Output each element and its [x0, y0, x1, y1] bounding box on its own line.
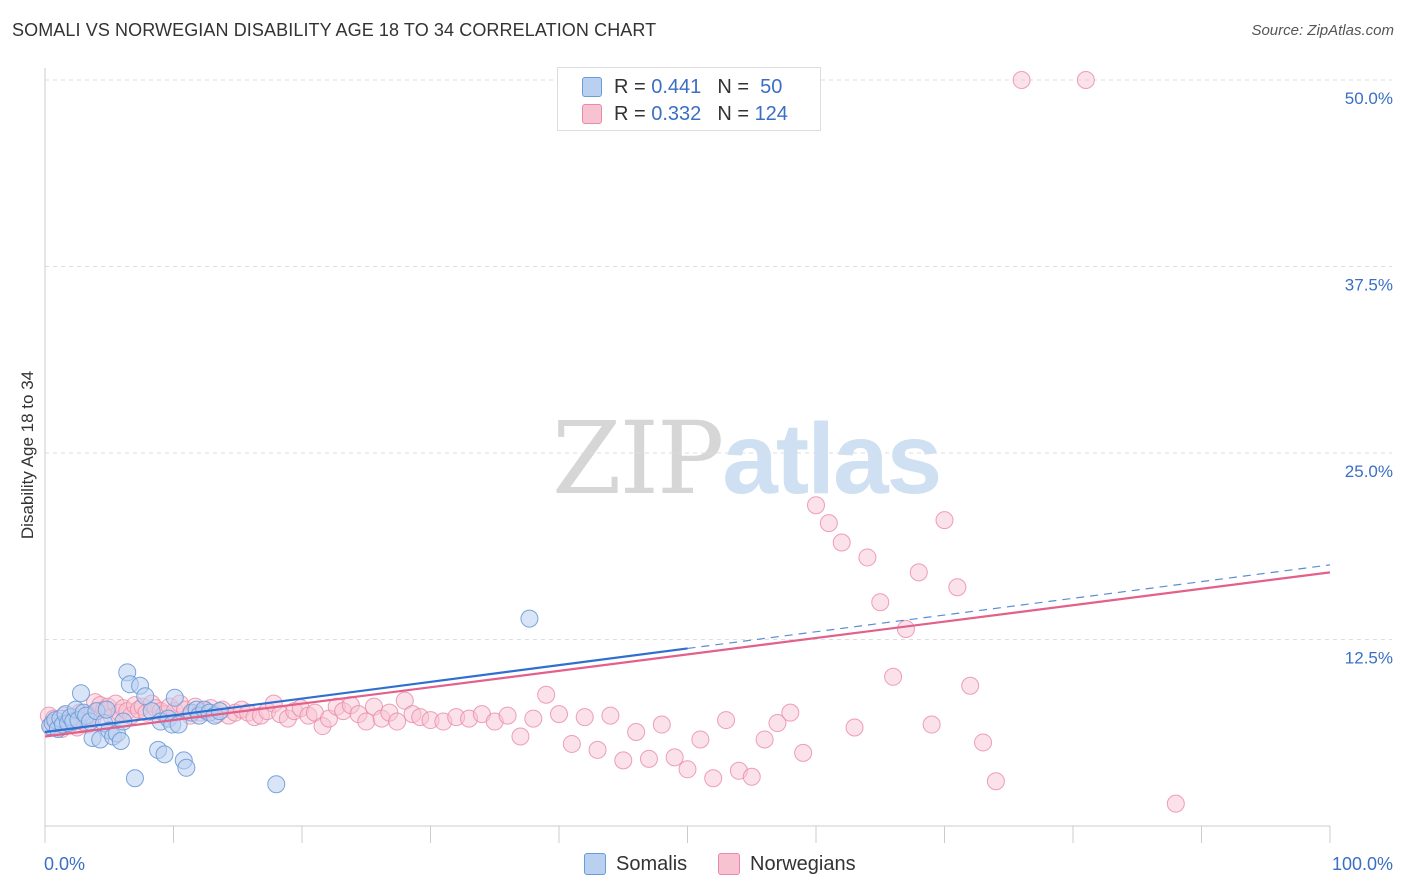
y-tick-label: 12.5%	[1345, 649, 1393, 668]
norwegians-point	[678, 760, 697, 779]
norwegians-point	[652, 715, 671, 734]
grid-layer	[45, 79, 1392, 640]
y-tick-label: 25.0%	[1345, 462, 1393, 481]
somalis-point	[136, 687, 155, 706]
norwegians-point	[562, 734, 581, 753]
x-tick-label-min: 0.0%	[44, 854, 85, 874]
norwegians-point	[357, 712, 376, 731]
x-tick-label-max: 100.0%	[1332, 854, 1393, 874]
norwegians-point	[511, 727, 530, 746]
norwegians-trendline	[44, 571, 1331, 738]
norwegians-r-label: R =	[614, 102, 646, 125]
somalis-point	[111, 731, 130, 750]
norwegians-point	[395, 691, 414, 710]
somalis-point	[267, 775, 286, 794]
norwegians-point	[704, 769, 723, 788]
somalis-trendline	[44, 647, 688, 734]
somalis-r-label: R =	[614, 75, 646, 98]
norwegians-point	[794, 743, 813, 762]
somalis-swatch	[582, 77, 602, 97]
bottom-somalis-label: Somalis	[616, 852, 688, 875]
chart-title: SOMALI VS NORWEGIAN DISABILITY AGE 18 TO…	[12, 20, 657, 40]
norwegians-point	[1012, 71, 1031, 89]
somalis-point	[165, 688, 184, 707]
somalis-n-value: 50	[760, 75, 783, 98]
norwegians-point	[986, 772, 1005, 791]
norwegians-point	[974, 733, 993, 752]
norwegians-point	[781, 703, 800, 722]
norwegians-point	[858, 548, 877, 567]
norwegians-n-value: 124	[754, 102, 788, 125]
correlation-legend: R = 0.441 N = 50 R = 0.332 N = 124	[557, 67, 821, 131]
somalis-trendline-extension	[687, 564, 1331, 650]
axis-layer	[44, 68, 1331, 843]
watermark-atlas: atlas	[722, 403, 942, 515]
somalis-point	[520, 609, 539, 628]
norwegians-point	[537, 685, 556, 704]
norwegians-point	[871, 593, 890, 612]
norwegians-point	[755, 730, 774, 749]
norwegians-point	[768, 714, 787, 733]
watermark-zip: ZIP	[552, 400, 724, 517]
somalis-point	[71, 684, 90, 703]
y-axis-title: Disability Age 18 to 34	[18, 371, 37, 539]
norwegians-point	[601, 706, 620, 725]
somalis-r-value: 0.441	[651, 75, 702, 98]
norwegians-point	[588, 740, 607, 759]
norwegians-point	[961, 676, 980, 695]
norwegians-point	[742, 767, 761, 786]
watermark: ZIPatlas	[552, 400, 942, 517]
norwegians-point	[909, 563, 928, 582]
norwegians-point	[717, 711, 736, 730]
norwegians-point	[627, 723, 646, 742]
bottom-legend-somalis: Somalis	[584, 851, 687, 877]
norwegians-point	[691, 730, 710, 749]
norwegians-point	[832, 533, 851, 552]
norwegians-r-value: 0.332	[651, 102, 702, 125]
somalis-point	[155, 745, 174, 764]
bottom-somalis-swatch	[584, 853, 606, 875]
norwegians-point	[614, 751, 633, 770]
norwegians-point	[1166, 794, 1185, 813]
norwegians-point	[807, 496, 825, 515]
norwegians-point	[639, 749, 658, 768]
norwegians-point	[922, 715, 941, 734]
y-tick-label: 37.5%	[1345, 276, 1393, 295]
norwegians-point	[1076, 71, 1095, 89]
y-tick-label: 50.0%	[1345, 89, 1393, 108]
norwegians-point	[388, 712, 407, 731]
norwegians-points	[39, 71, 1185, 813]
norwegians-point	[665, 748, 684, 767]
norwegians-point	[896, 620, 915, 639]
norwegians-swatch	[582, 104, 602, 124]
norwegians-point	[845, 718, 864, 737]
norwegians-point	[550, 705, 568, 724]
bottom-norwegians-swatch	[718, 853, 740, 875]
bottom-norwegians-label: Norwegians	[750, 852, 856, 875]
bottom-legend-norwegians: Norwegians	[718, 851, 856, 877]
source-label: Source: ZipAtlas.com	[1251, 22, 1394, 39]
norwegians-point	[948, 578, 967, 597]
legend-row-somalis: R = 0.441 N = 50	[582, 74, 782, 100]
somalis-point	[97, 700, 116, 719]
norwegians-point	[524, 709, 543, 728]
somalis-point	[177, 758, 196, 777]
trend-layer	[44, 564, 1331, 738]
norwegians-n-label: N =	[717, 102, 749, 125]
norwegians-point	[575, 708, 594, 727]
label-layer: 12.5% 25.0% 37.5% 50.0% 0.0% 100.0% Disability…	[18, 89, 1393, 874]
norwegians-point	[498, 706, 517, 725]
norwegians-point	[935, 511, 954, 530]
norwegians-point	[819, 514, 838, 533]
somalis-point	[125, 769, 144, 788]
norwegians-point	[884, 667, 903, 686]
legend-row-norwegians: R = 0.332 N = 124	[582, 101, 788, 127]
somalis-n-label: N =	[717, 75, 749, 98]
